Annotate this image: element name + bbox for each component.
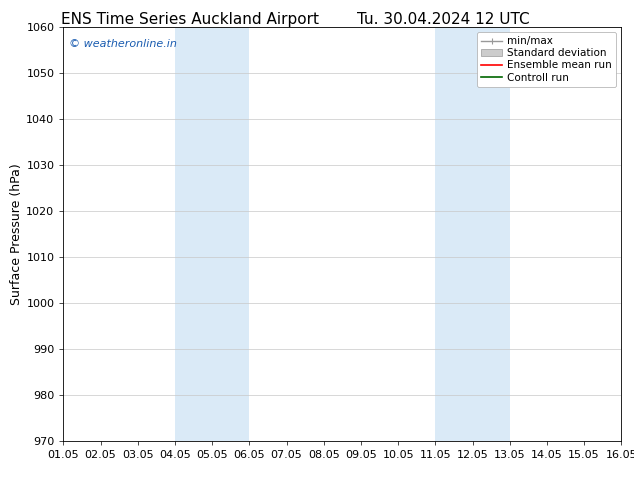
Legend: min/max, Standard deviation, Ensemble mean run, Controll run: min/max, Standard deviation, Ensemble me…	[477, 32, 616, 87]
Text: © weatheronline.in: © weatheronline.in	[69, 39, 177, 49]
Bar	[175, 27, 249, 441]
Text: Tu. 30.04.2024 12 UTC: Tu. 30.04.2024 12 UTC	[358, 12, 530, 27]
Y-axis label: Surface Pressure (hPa): Surface Pressure (hPa)	[11, 163, 23, 305]
Text: ENS Time Series Auckland Airport: ENS Time Series Auckland Airport	[61, 12, 319, 27]
Bar	[436, 27, 510, 441]
